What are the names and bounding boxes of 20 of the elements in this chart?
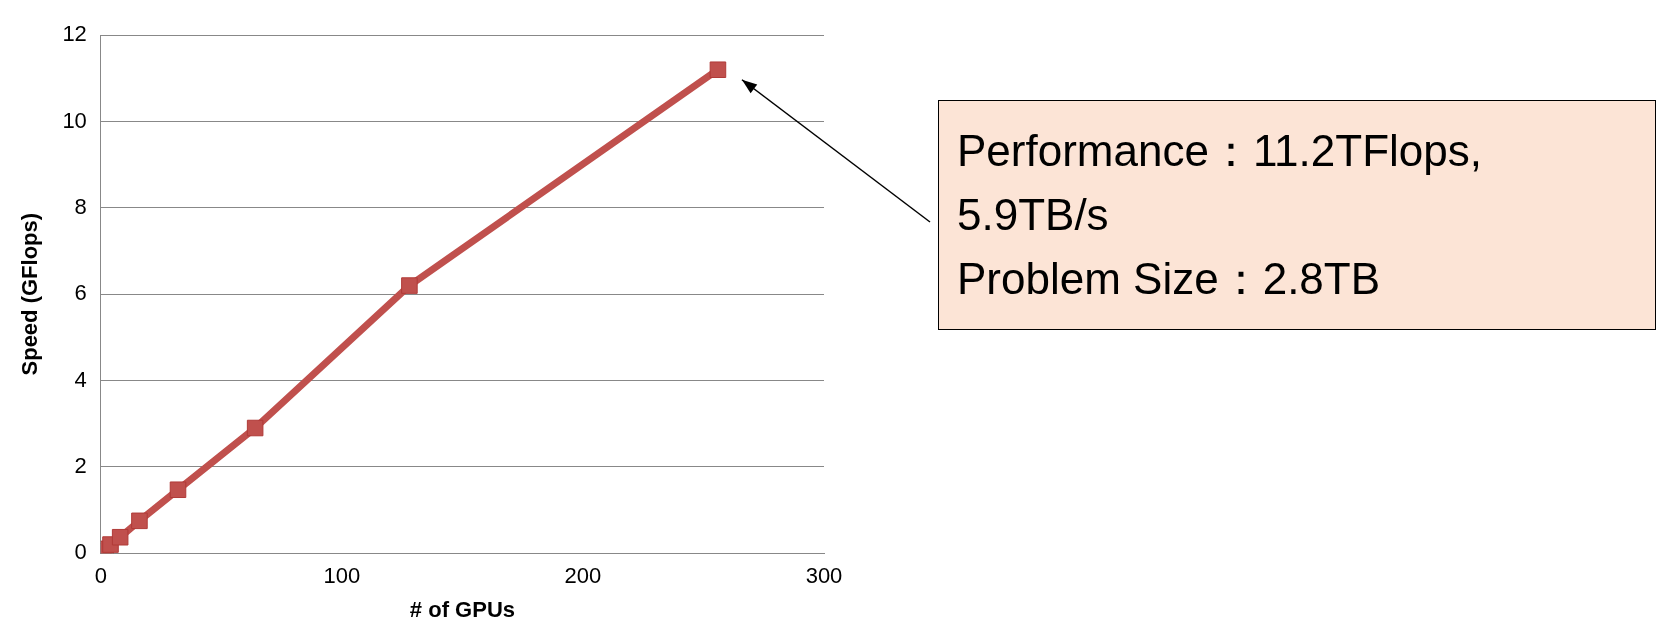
- point: [169, 481, 187, 499]
- point: [246, 419, 264, 437]
- point: [131, 512, 148, 530]
- y-tick-label: 12: [62, 21, 87, 47]
- y-tick-label: 0: [74, 539, 87, 565]
- x-axis-title: # of GPUs: [409, 596, 516, 622]
- y-tick-label: 6: [74, 280, 87, 306]
- x-tick-label: 0: [94, 563, 107, 589]
- point: [401, 277, 418, 294]
- point: [709, 61, 727, 79]
- text: Performance：11.2TFlops, 5.9TB/s Problem Size：2.8TB: [938, 100, 1656, 330]
- x-tick-label: 200: [564, 563, 602, 589]
- y-tick-label: 4: [74, 366, 87, 392]
- x-tick-label: 300: [805, 563, 843, 589]
- y-tick-label: 10: [62, 107, 87, 133]
- y-tick-label: 8: [74, 193, 87, 219]
- y-axis-title: Speed (GFlops): [17, 212, 43, 376]
- y-tick-label: 2: [74, 452, 87, 478]
- x-tick-label: 100: [323, 563, 361, 589]
- point: [111, 528, 129, 546]
